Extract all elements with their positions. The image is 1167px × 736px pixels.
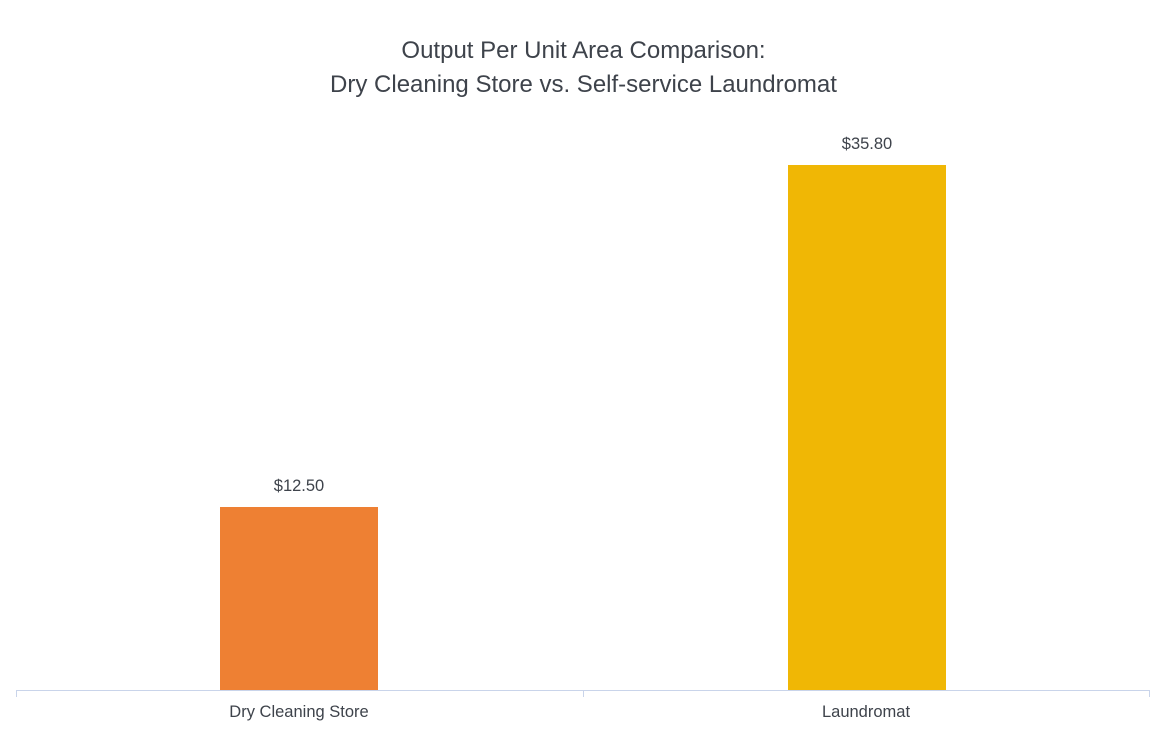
x-axis-tick-middle — [583, 691, 584, 697]
chart-title-line-1: Output Per Unit Area Comparison: — [401, 37, 766, 64]
bar-dry-cleaning-store — [220, 506, 378, 690]
category-label-laundromat: Laundromat — [821, 703, 911, 721]
data-label-dry-cleaning-store: $12.50 — [273, 476, 325, 495]
chart-title-line-2: Dry Cleaning Store vs. Self-service Laun… — [330, 71, 837, 98]
chart-title: Output Per Unit Area Comparison: Dry Cle… — [0, 34, 1167, 102]
x-axis-tick-left — [16, 691, 17, 697]
x-axis-line — [16, 690, 1150, 691]
bar-laundromat — [788, 164, 946, 690]
data-label-laundromat: $35.80 — [841, 134, 893, 153]
bar-group-dry-cleaning-store: $12.50 — [220, 103, 378, 690]
category-label-dry-cleaning-store: Dry Cleaning Store — [229, 703, 369, 721]
bar-group-laundromat: $35.80 — [788, 103, 946, 690]
x-axis-tick-right — [1149, 691, 1150, 697]
plot-area: $12.50 $35.80 — [16, 103, 1150, 697]
